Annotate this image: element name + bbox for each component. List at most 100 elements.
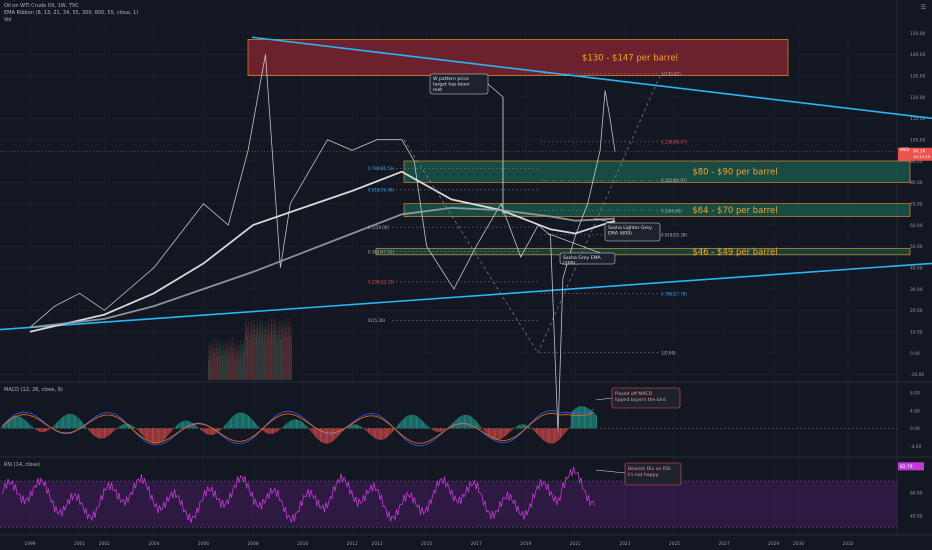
volume-bar	[222, 346, 223, 380]
macd-histogram-bar	[102, 428, 104, 439]
time-axis-label: 2002	[99, 541, 110, 547]
volume-bar	[269, 338, 270, 380]
macd-histogram-bar	[203, 428, 205, 433]
macd-histogram-bar	[94, 428, 96, 437]
macd-histogram-bar	[413, 415, 415, 429]
macd-histogram-bar	[431, 428, 433, 430]
macd-histogram-bar	[591, 410, 593, 429]
macd-histogram-bar	[105, 428, 107, 438]
volume-bar	[258, 337, 259, 380]
macd-histogram-bar	[473, 418, 475, 429]
macd-histogram-bar	[254, 422, 255, 429]
macd-histogram-bar	[107, 428, 109, 436]
macd-histogram-bar	[84, 425, 86, 429]
macd-histogram-bar	[178, 423, 180, 429]
macd-histogram-bar	[132, 426, 134, 429]
macd-histogram-bar	[554, 428, 555, 443]
volume-bar	[224, 350, 225, 380]
macd-histogram-bar	[549, 428, 551, 444]
macd-histogram-bar	[70, 413, 72, 429]
macd-histogram-bar	[252, 420, 254, 429]
volume-bar	[235, 351, 236, 380]
macd-histogram-bar	[485, 428, 487, 434]
volume-bar	[210, 350, 211, 380]
macd-histogram-bar	[183, 420, 185, 429]
macd-histogram-bar	[95, 428, 97, 438]
macd-signal-line	[1, 411, 595, 444]
macd-histogram-bar	[406, 416, 408, 429]
macd-histogram-bar	[286, 423, 288, 429]
macd-histogram-bar	[220, 428, 222, 430]
price-tick-label: 50.00	[910, 244, 923, 250]
last-price-value: 94.34	[913, 149, 925, 154]
volume-bar	[227, 358, 229, 380]
macd-histogram-bar	[176, 425, 177, 429]
symbol-title: Oil on WTI Crude Oil, 1W, TVC	[4, 3, 79, 9]
price-tick-label: 0.00	[910, 351, 920, 357]
macd-histogram-bar	[480, 427, 482, 429]
volume-bar	[220, 342, 222, 380]
time-axis-label: 2008	[247, 541, 258, 547]
time-axis-label: 1999	[24, 541, 35, 547]
macd-histogram-bar	[442, 428, 444, 431]
macd-histogram-bar	[56, 422, 57, 429]
macd-histogram-bar	[82, 422, 84, 429]
macd-histogram-bar	[53, 425, 55, 429]
price-tick-label: 70.00	[910, 201, 923, 207]
macd-histogram-bar	[206, 428, 207, 434]
macd-histogram-bar	[281, 427, 283, 429]
volume-bar	[280, 339, 281, 380]
macd-histogram-bar	[335, 428, 337, 439]
volume-bar	[239, 354, 241, 380]
volume-bar	[247, 327, 248, 380]
macd-histogram-bar	[92, 428, 93, 435]
macd-histogram-bar	[502, 428, 504, 438]
macd-histogram-bar	[483, 428, 485, 431]
macd-histogram-bar	[288, 421, 290, 429]
macd-histogram-bar	[167, 428, 169, 436]
macd-histogram-bar	[437, 428, 439, 432]
annotation-text: EMA (600)	[608, 231, 632, 237]
volume-bar	[276, 331, 277, 380]
volume-bar	[221, 360, 223, 380]
macd-histogram-bar	[144, 428, 146, 439]
macd-histogram-bar	[353, 424, 355, 429]
macd-histogram-bar	[267, 428, 269, 434]
macd-histogram-bar	[520, 424, 522, 429]
price-tick-label: 30.00	[910, 287, 923, 293]
macd-histogram-bar	[39, 428, 41, 432]
macd-histogram-bar	[471, 416, 473, 429]
macd-histogram-bar	[240, 412, 242, 429]
volume-bars	[208, 318, 292, 380]
macd-histogram-bar	[47, 428, 49, 431]
macd-histogram-bar	[378, 428, 380, 440]
volume-bar	[208, 346, 210, 380]
volume-bar	[248, 322, 249, 380]
price-tick-label: 90.00	[910, 159, 923, 165]
macd-histogram-bar	[556, 428, 558, 442]
macd-histogram-bar	[118, 426, 120, 429]
macd-histogram-bar	[501, 428, 503, 439]
price-tick-label: -10.00	[910, 372, 924, 378]
macd-histogram-bar	[360, 426, 362, 429]
volume-bar	[241, 358, 243, 380]
macd-histogram-bar	[195, 425, 197, 429]
macd-histogram-bar	[400, 421, 402, 429]
macd-histogram-bar	[245, 414, 247, 429]
volume-bar	[226, 354, 227, 380]
settings-icon[interactable]: ☰	[920, 4, 926, 11]
macd-histogram-bar	[509, 428, 511, 432]
macd-histogram-bar	[131, 425, 133, 429]
volume-bar	[244, 337, 246, 380]
macd-histogram-bar	[258, 427, 260, 429]
volume-bar	[209, 355, 210, 380]
macd-histogram-bar	[113, 428, 115, 431]
rsi-value-tag	[898, 462, 924, 471]
macd-histogram-bar	[321, 428, 323, 443]
macd-histogram-bar	[322, 428, 324, 443]
macd-histogram-bar	[143, 428, 145, 437]
macd-histogram-bar	[216, 428, 218, 433]
macd-histogram-bar	[9, 418, 11, 429]
macd-histogram-bar	[208, 428, 210, 435]
macd-annotation-text: lipped buyers the bird	[615, 397, 666, 403]
